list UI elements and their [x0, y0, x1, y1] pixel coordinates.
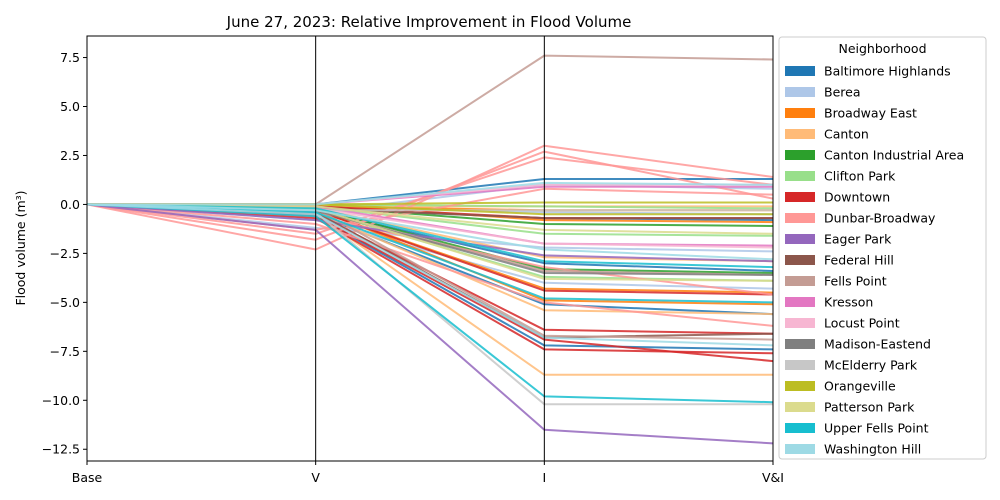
chart-title: June 27, 2023: Relative Improvement in F… [226, 13, 632, 31]
legend-entry: Downtown [785, 190, 890, 205]
legend-entry: Kresson [785, 295, 873, 310]
legend-label: Orangeville [824, 379, 896, 394]
series-line-55 [86, 203, 774, 347]
legend-swatch [785, 108, 815, 118]
legend-swatch [785, 87, 815, 97]
legend-label: Fells Point [824, 274, 887, 289]
x-tick-label: Base [72, 470, 103, 485]
legend-swatch [785, 66, 815, 76]
legend-label: Eager Park [824, 232, 892, 247]
legend-entry: Baltimore Highlands [785, 64, 951, 79]
legend-swatch [785, 402, 815, 412]
legend-entry: Canton [785, 127, 869, 142]
legend-swatch [785, 423, 815, 433]
legend-label: Upper Fells Point [824, 421, 929, 436]
legend-label: Canton [824, 127, 869, 142]
legend-entry: Washington Hill [785, 442, 921, 457]
y-tick-label: −10.0 [42, 393, 80, 408]
legend-label: Broadway East [824, 106, 917, 121]
legend-label: Baltimore Highlands [824, 64, 951, 79]
legend-items: Baltimore Highlands Berea Broadway East Can… [785, 64, 964, 457]
y-tick-label: −2.5 [50, 246, 80, 261]
x-tick-label: I [542, 470, 546, 485]
legend-label: Clifton Park [824, 169, 896, 184]
legend-swatch [785, 129, 815, 139]
legend-label: Downtown [824, 190, 890, 205]
legend-swatch [785, 276, 815, 286]
legend-entry: Fells Point [785, 274, 887, 289]
legend-entry: Canton Industrial Area [785, 148, 964, 163]
legend-swatch [785, 297, 815, 307]
legend-swatch [785, 318, 815, 328]
legend-entry: Orangeville [785, 379, 896, 394]
series-line-35 [86, 203, 774, 263]
legend-label: Canton Industrial Area [824, 148, 964, 163]
legend-swatch [785, 150, 815, 160]
legend-entry: Locust Point [785, 316, 900, 331]
legend-entry: Clifton Park [785, 169, 896, 184]
series-line-34 [86, 203, 774, 445]
legend-swatch [785, 171, 815, 181]
legend-label: Kresson [824, 295, 873, 310]
y-ticks: −12.5 −10.0 −7.5 −5.0 −2.5 0.0 2.5 5.0 7.5 [42, 50, 87, 457]
legend-entry: Madison-Eastend [785, 337, 931, 352]
series-line-57 [87, 181, 774, 206]
legend-entry: Eager Park [785, 232, 892, 247]
series-line-28 [86, 144, 774, 251]
legend-entry: Broadway East [785, 106, 917, 121]
legend-entry: McElderry Park [785, 358, 918, 373]
series-line-38 [87, 54, 774, 206]
legend-swatch [785, 213, 815, 223]
y-tick-label: 7.5 [60, 50, 80, 65]
legend-swatch [785, 255, 815, 265]
legend-swatch [785, 444, 815, 454]
legend-label: Patterson Park [824, 400, 915, 415]
y-tick-label: 2.5 [60, 148, 80, 163]
legend-entry: Federal Hill [785, 253, 894, 268]
legend-entry: Patterson Park [785, 400, 915, 415]
legend-swatch [785, 234, 815, 244]
x-ticks: Base V I V&I [72, 461, 784, 485]
legend-entry: Dunbar-Broadway [785, 211, 936, 226]
y-axis-label: Flood volume (m³) [13, 190, 28, 305]
y-tick-label: −5.0 [50, 295, 80, 310]
legend-label: McElderry Park [824, 358, 918, 373]
legend-swatch [785, 381, 815, 391]
legend-frame [778, 36, 987, 460]
y-tick-label: 0.0 [60, 197, 80, 212]
legend-swatch [785, 339, 815, 349]
series-line-32 [86, 203, 774, 327]
legend-label: Locust Point [824, 316, 900, 331]
legend-label: Washington Hill [824, 442, 921, 457]
legend-title: Neighborhood [838, 41, 926, 56]
series-layer [86, 54, 774, 445]
x-tick-label: V&I [762, 470, 784, 485]
legend-label: Dunbar-Broadway [824, 211, 936, 226]
legend-label: Federal Hill [824, 253, 894, 268]
legend-swatch [785, 360, 815, 370]
legend: Neighborhood Baltimore Highlands Berea Bro… [778, 36, 987, 460]
y-tick-label: −7.5 [50, 344, 80, 359]
x-tick-label: V [311, 470, 320, 485]
legend-entry: Upper Fells Point [785, 421, 929, 436]
legend-entry: Berea [785, 85, 860, 100]
y-tick-label: 5.0 [60, 99, 80, 114]
legend-label: Berea [824, 85, 860, 100]
legend-label: Madison-Eastend [824, 337, 931, 352]
legend-swatch [785, 192, 815, 202]
series-line-56 [86, 203, 774, 261]
y-tick-label: −12.5 [42, 442, 80, 457]
